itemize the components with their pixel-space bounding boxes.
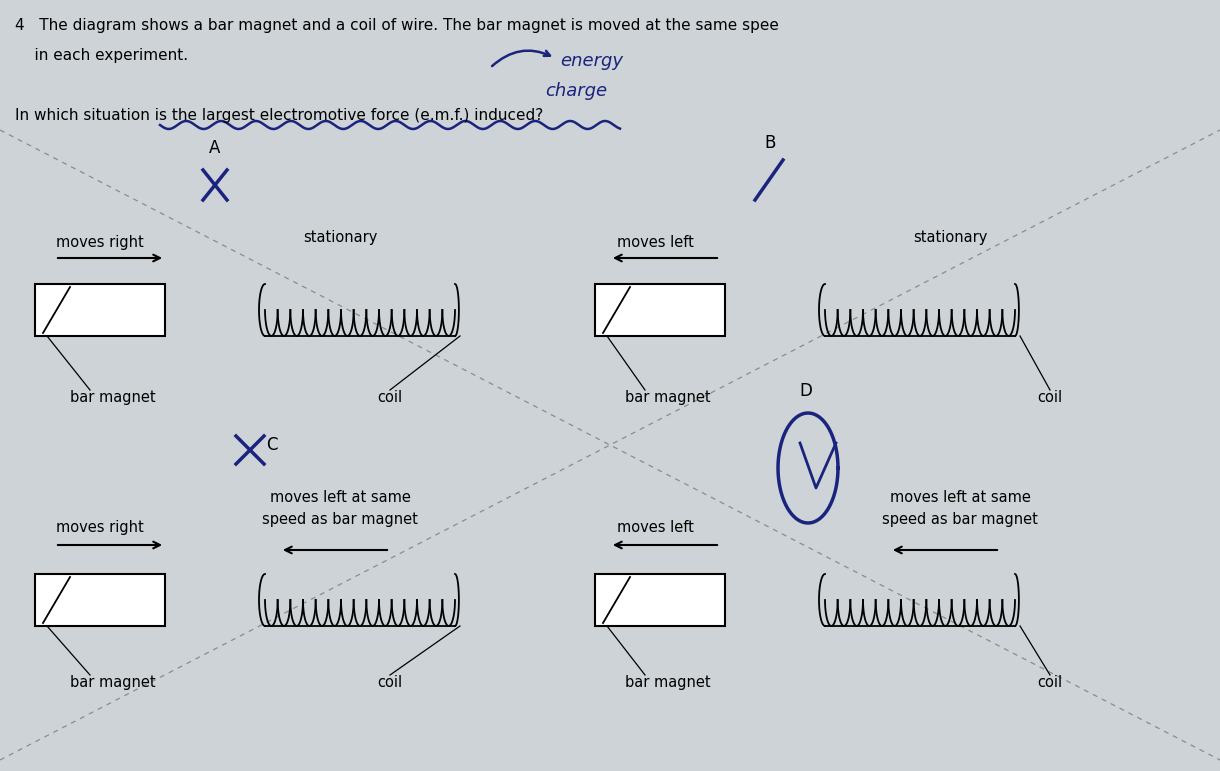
Text: 4   The diagram shows a bar magnet and a coil of wire. The bar magnet is moved a: 4 The diagram shows a bar magnet and a c… <box>15 18 778 33</box>
Bar <box>35 574 165 626</box>
Text: bar magnet: bar magnet <box>70 390 156 405</box>
Bar <box>595 574 725 626</box>
Text: moves left at same: moves left at same <box>889 490 1031 505</box>
Text: moves left at same: moves left at same <box>270 490 410 505</box>
Text: energy: energy <box>560 52 623 70</box>
Text: A: A <box>210 139 221 157</box>
Text: bar magnet: bar magnet <box>70 675 156 690</box>
Text: bar magnet: bar magnet <box>625 675 710 690</box>
Text: B: B <box>764 134 776 152</box>
Text: In which situation is the largest electromotive force (e.m.f.) induced?: In which situation is the largest electr… <box>15 108 543 123</box>
Text: moves right: moves right <box>56 520 144 535</box>
Text: moves left: moves left <box>616 235 693 250</box>
Text: bar magnet: bar magnet <box>625 390 710 405</box>
Text: stationary: stationary <box>913 230 987 245</box>
Text: C: C <box>266 436 277 454</box>
Text: coil: coil <box>377 390 403 405</box>
Bar <box>595 284 725 336</box>
Text: coil: coil <box>1037 390 1063 405</box>
Text: moves right: moves right <box>56 235 144 250</box>
Bar <box>35 284 165 336</box>
Text: speed as bar magnet: speed as bar magnet <box>262 512 418 527</box>
Text: moves left: moves left <box>616 520 693 535</box>
Text: in each experiment.: in each experiment. <box>15 48 188 63</box>
Text: D: D <box>799 382 813 400</box>
Text: coil: coil <box>377 675 403 690</box>
Text: coil: coil <box>1037 675 1063 690</box>
Text: charge: charge <box>545 82 608 100</box>
Text: stationary: stationary <box>303 230 377 245</box>
Text: speed as bar magnet: speed as bar magnet <box>882 512 1038 527</box>
